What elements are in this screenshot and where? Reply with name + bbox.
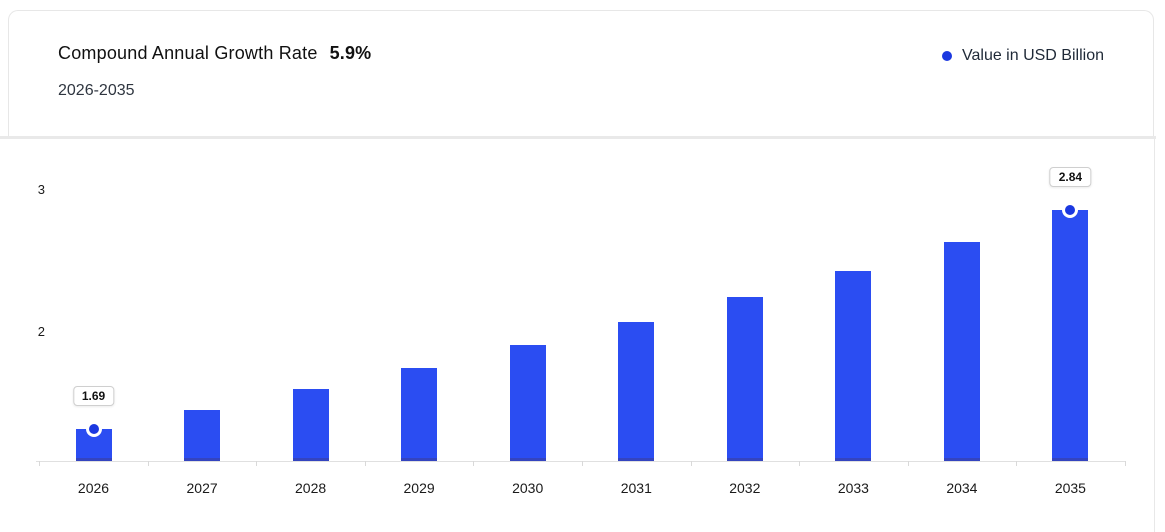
bar-2027[interactable] [184,409,221,461]
x-axis-tick [147,461,149,466]
point-marker-icon [1062,201,1079,218]
x-axis-label: 2030 [512,480,544,496]
x-axis-label: 2027 [186,480,218,496]
bar-base-strip [509,458,546,461]
bar-base-strip [184,457,221,461]
x-axis-tick [473,461,475,466]
x-axis-tick [799,461,801,466]
y-axis-label: 3 [37,182,45,197]
header-divider [0,136,1156,139]
bar-2035[interactable] [1052,209,1089,461]
bar-2032[interactable] [726,297,763,461]
bar-base-strip [401,457,438,461]
legend-label: Value in USD Billion [962,47,1104,64]
bar-base-strip [1052,457,1089,461]
bar-2031[interactable] [618,322,655,461]
x-axis-tick [39,461,41,466]
bar-base-strip [835,457,872,461]
bar-2033[interactable] [835,270,872,461]
legend-marker-icon [942,51,952,61]
bar-2030[interactable] [509,345,546,461]
x-axis-tick [582,461,583,466]
x-axis-label: 2034 [946,480,978,496]
x-axis-tick [364,461,366,466]
bar-2028[interactable] [292,388,329,461]
x-axis-label: 2029 [403,480,435,496]
bar-base-strip [75,457,112,461]
x-axis-label: 2028 [295,480,327,496]
x-axis-tick [1016,461,1018,466]
bar-base-strip [618,457,655,461]
bar-base-strip [726,457,763,461]
point-value-label: 1.69 [72,385,115,406]
bar-base-strip [292,457,329,461]
chart-period: 2026-2035 [58,82,135,99]
x-axis-label: 2032 [729,480,761,496]
x-axis-line [36,461,1125,462]
bar-2034[interactable] [943,242,980,461]
x-axis-label: 2035 [1054,480,1086,496]
x-axis-label: 2026 [77,480,110,496]
x-axis-tick [256,461,258,466]
chart-title: Compound Annual Growth Rate [58,43,318,63]
bar-2029[interactable] [401,367,438,461]
legend-item[interactable]: Value in USD Billion [942,47,1104,65]
x-axis-tick [907,461,909,466]
x-axis-label: 2033 [837,480,869,496]
card-header: Compound Annual Growth Rate 5.9% 2026-20… [8,10,1154,136]
y-axis-label: 2 [37,324,45,339]
chart-title-row: Compound Annual Growth Rate 5.9% [58,43,371,64]
card-right-border [1154,139,1155,532]
x-axis-tick [1124,461,1126,466]
x-axis-label: 2031 [620,480,652,496]
x-axis-tick [690,461,692,466]
point-marker-icon [85,420,102,437]
cagr-value: 5.9% [329,43,372,63]
point-value-label: 2.84 [1049,166,1092,187]
bar-base-strip [943,457,980,461]
